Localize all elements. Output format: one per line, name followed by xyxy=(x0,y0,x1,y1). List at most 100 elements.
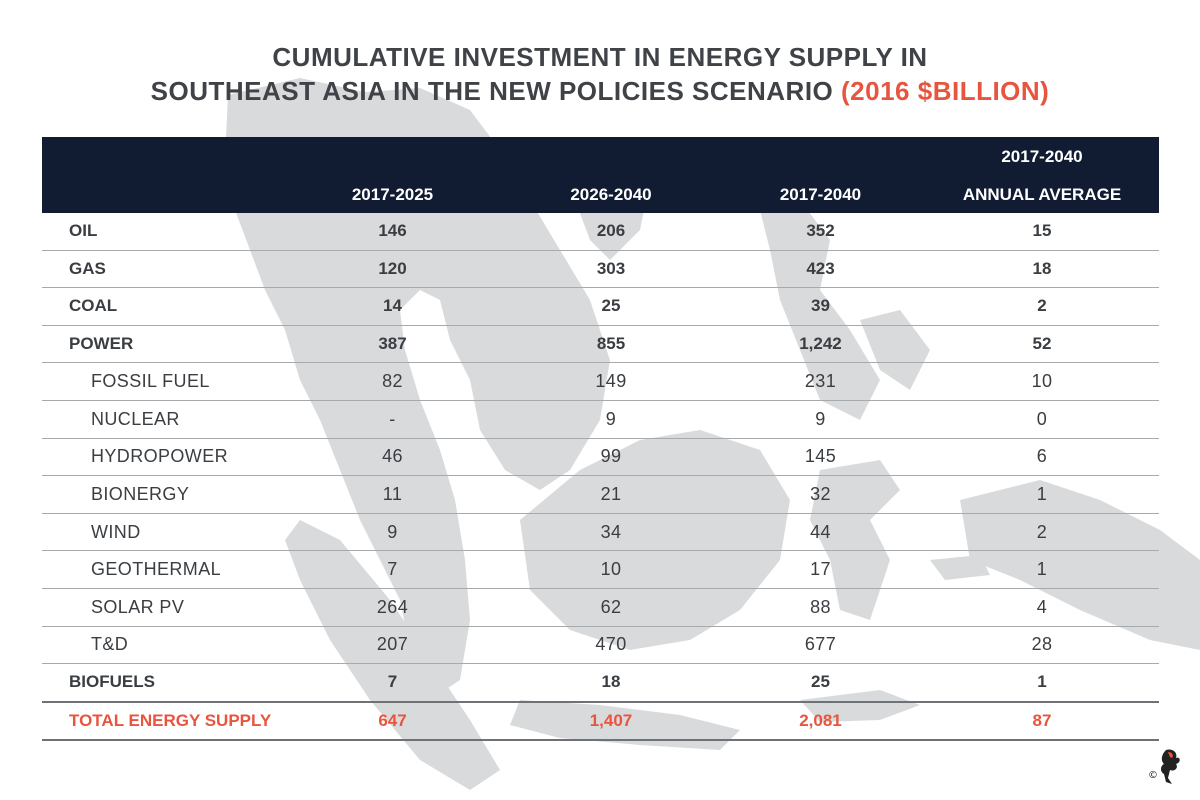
row-value: 120 xyxy=(279,250,506,289)
row-value: 1 xyxy=(925,663,1159,703)
row-value: 1 xyxy=(925,475,1159,514)
table-row: OIL 146 206 352 15 xyxy=(42,213,1159,251)
row-value: 32 xyxy=(716,475,925,514)
row-value: 647 xyxy=(279,701,506,742)
row-label: BIOFUELS xyxy=(42,663,279,703)
row-value: - xyxy=(279,400,506,439)
row-value: 18 xyxy=(506,663,716,703)
copyright-symbol: © xyxy=(1148,770,1158,781)
title-line-2: SOUTHEAST ASIA IN THE NEW POLICIES SCENA… xyxy=(0,74,1200,108)
row-value: 52 xyxy=(925,325,1159,364)
row-value: 9 xyxy=(506,400,716,439)
header-2017-2040: 2017-2040 xyxy=(716,177,925,213)
row-value: 1,407 xyxy=(506,701,716,742)
row-label: SOLAR PV xyxy=(42,588,279,627)
row-value: 149 xyxy=(506,362,716,401)
row-value: 677 xyxy=(716,626,925,665)
row-value: 231 xyxy=(716,362,925,401)
row-value: 87 xyxy=(925,701,1159,742)
table-row: GEOTHERMAL 7 10 17 1 xyxy=(42,550,1159,589)
row-value: 9 xyxy=(279,513,506,552)
table-row: NUCLEAR -9 9 0 xyxy=(42,400,1159,439)
header-annual-period: 2017-2040 xyxy=(925,137,1159,177)
row-value: 264 xyxy=(279,588,506,627)
row-value: 44 xyxy=(716,513,925,552)
row-value: 2 xyxy=(925,513,1159,552)
table-row: FOSSIL FUEL 82 149 231 10 xyxy=(42,362,1159,401)
row-value: 25 xyxy=(716,663,925,703)
row-value: 1 xyxy=(925,550,1159,589)
header-empty xyxy=(716,137,925,177)
header-row: 2017-2025 2026-2040 2017-2040 ANNUAL AVE… xyxy=(42,177,1159,213)
row-value: 146 xyxy=(279,213,506,251)
total-row: TOTAL ENERGY SUPPLY 647 1,407 2,081 87 xyxy=(42,701,1159,742)
investment-table: 2017-2040 2017-2025 2026-2040 2017-2040 … xyxy=(42,137,1159,742)
row-value: 14 xyxy=(279,287,506,326)
row-value: 99 xyxy=(506,438,716,477)
table-row: WIND 9 34 44 2 xyxy=(42,513,1159,552)
row-label: GAS xyxy=(42,250,279,289)
table-row: GAS 120 303 423 18 xyxy=(42,250,1159,289)
row-value: 82 xyxy=(279,362,506,401)
table-row: T&D 207 470 677 28 xyxy=(42,626,1159,665)
title-line-1: CUMULATIVE INVESTMENT IN ENERGY SUPPLY I… xyxy=(272,42,928,72)
table-row: POWER 387 855 1,242 52 xyxy=(42,325,1159,364)
row-value: 18 xyxy=(925,250,1159,289)
row-value: 34 xyxy=(506,513,716,552)
row-label: BIONERGY xyxy=(42,475,279,514)
header-category xyxy=(42,177,279,213)
row-value: 9 xyxy=(716,400,925,439)
header-2026-2040: 2026-2040 xyxy=(506,177,716,213)
header-2017-2025: 2017-2025 xyxy=(279,177,506,213)
header-empty xyxy=(42,137,279,177)
row-value: 145 xyxy=(716,438,925,477)
row-value: 21 xyxy=(506,475,716,514)
row-label: FOSSIL FUEL xyxy=(42,362,279,401)
row-label: HYDROPOWER xyxy=(42,438,279,477)
row-value: 4 xyxy=(925,588,1159,627)
table-row: BIONERGY 11 21 32 1 xyxy=(42,475,1159,514)
row-value: 28 xyxy=(925,626,1159,665)
row-value: 2,081 xyxy=(716,701,925,742)
row-label: OIL xyxy=(42,213,279,251)
table-row: HYDROPOWER 46 99 145 6 xyxy=(42,438,1159,477)
row-value: 10 xyxy=(925,362,1159,401)
header-empty xyxy=(506,137,716,177)
header-row-top: 2017-2040 xyxy=(42,137,1159,177)
row-value: 303 xyxy=(506,250,716,289)
title-unit: (2016 $BILLION) xyxy=(841,76,1050,106)
row-value: 206 xyxy=(506,213,716,251)
table-row: BIOFUELS 7 18 25 1 xyxy=(42,663,1159,703)
row-value: 7 xyxy=(279,663,506,703)
row-value: 15 xyxy=(925,213,1159,251)
table-row: COAL 14 25 39 2 xyxy=(42,287,1159,326)
row-value: 207 xyxy=(279,626,506,665)
row-value: 62 xyxy=(506,588,716,627)
header-annual-average: ANNUAL AVERAGE xyxy=(925,177,1159,213)
row-label: NUCLEAR xyxy=(42,400,279,439)
row-value: 855 xyxy=(506,325,716,364)
table-row: SOLAR PV 264 62 88 4 xyxy=(42,588,1159,627)
phoenix-logo-icon: © xyxy=(1148,749,1180,784)
row-value: 352 xyxy=(716,213,925,251)
row-value: 10 xyxy=(506,550,716,589)
row-value: 2 xyxy=(925,287,1159,326)
row-value: 0 xyxy=(925,400,1159,439)
row-value: 25 xyxy=(506,287,716,326)
row-label: POWER xyxy=(42,325,279,364)
row-value: 1,242 xyxy=(716,325,925,364)
row-value: 46 xyxy=(279,438,506,477)
row-value: 470 xyxy=(506,626,716,665)
row-value: 17 xyxy=(716,550,925,589)
row-value: 88 xyxy=(716,588,925,627)
header-empty xyxy=(279,137,506,177)
row-value: 387 xyxy=(279,325,506,364)
row-value: 423 xyxy=(716,250,925,289)
row-value: 39 xyxy=(716,287,925,326)
row-value: 11 xyxy=(279,475,506,514)
row-label: GEOTHERMAL xyxy=(42,550,279,589)
row-label: T&D xyxy=(42,626,279,665)
row-label: TOTAL ENERGY SUPPLY xyxy=(42,701,279,742)
row-label: COAL xyxy=(42,287,279,326)
row-label: WIND xyxy=(42,513,279,552)
